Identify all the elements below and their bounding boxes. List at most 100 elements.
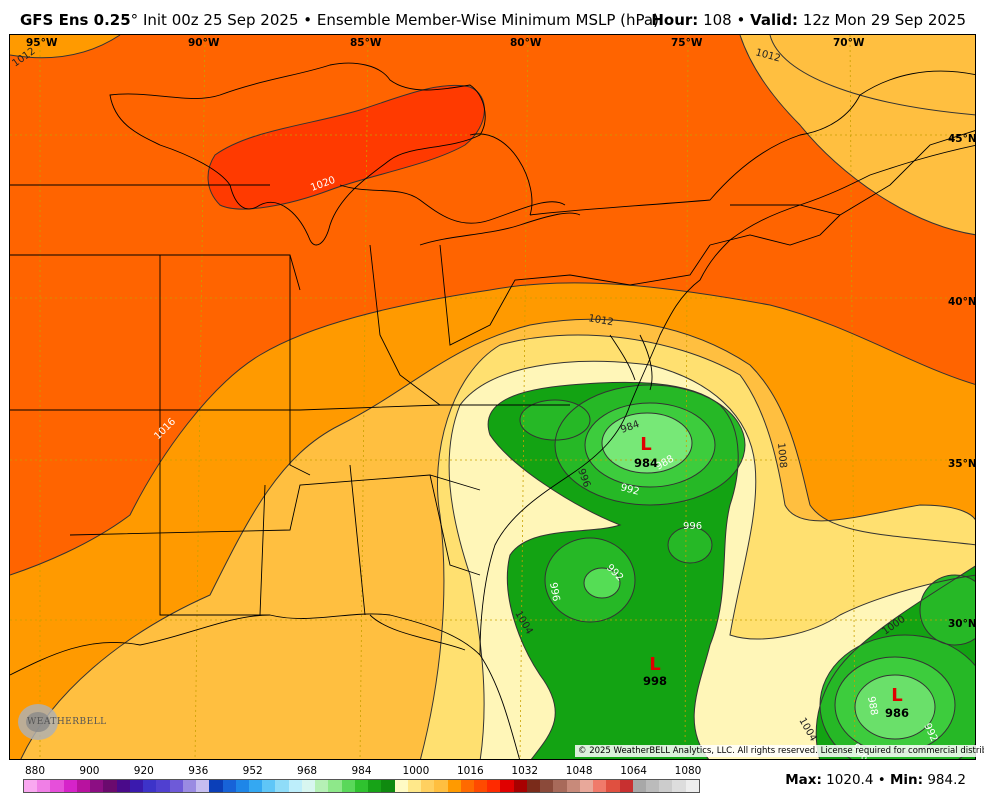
colorbar-swatch [619,780,633,792]
colorbar-swatch [328,780,342,792]
low-value: 998 [643,674,667,688]
shade-1008-ne [740,35,975,235]
colorbar-tick-label: 880 [24,765,46,777]
colorbar-swatch [76,780,91,792]
colorbar-swatch [235,780,249,792]
colorbar-swatch [156,780,170,792]
colorbar-swatch [659,780,673,792]
colorbar-tick-label: 1080 [674,765,702,777]
init-time: Init 00z 25 Sep 2025 [138,11,299,29]
hour-value: 108 [698,11,732,29]
max-value: 1020.4 [821,772,874,788]
lon-label-95: 95°W [26,37,58,49]
lat-label-40: 40°N [948,296,976,308]
low-value: 984 [634,456,658,470]
colorbar-swatch [407,780,422,792]
low-symbol: L [649,654,660,675]
header: GFS Ens 0.25° Init 00z 25 Sep 2025 • Ens… [0,0,984,34]
colorbar-swatch [672,780,686,792]
colorbar-swatch [90,780,104,792]
lon-label-75: 75°W [671,37,703,49]
separator: • [731,11,751,29]
colorbar-swatch [421,780,435,792]
colorbar-swatch [341,780,355,792]
colorbar-swatch [129,780,144,792]
max-label: Max: [785,772,822,788]
model-name: GFS Ens 0.25 [20,11,131,29]
colorbar-swatch [434,780,448,792]
contour-label: 996 [683,521,702,532]
colorbar-swatch [394,780,408,792]
lon-label-80: 80°W [510,37,542,49]
political-boundaries [10,62,975,759]
colorbar-swatch [248,780,263,792]
colorbar-swatch [368,780,382,792]
lon-label-85: 85°W [350,37,382,49]
separator: • [873,772,890,788]
logo-text: WEATHERBELL [27,717,107,727]
colorbar-swatch [646,780,660,792]
shade-984 [602,413,692,473]
contour-label: 1008 [775,442,788,468]
isobars [10,35,975,759]
shade-984-se [855,675,935,739]
colorbar-tick-label: 1064 [620,765,647,777]
valid-time: Hour: 108 • Valid: 12z Mon 29 Sep 2025 [651,11,966,29]
lon-label-90: 90°W [188,37,220,49]
valid-value: 12z Mon 29 Sep 2025 [798,11,966,29]
colorbar-swatch [632,780,647,792]
colorbar-tick-label: 1032 [511,765,539,777]
colorbar-swatch [103,780,117,792]
contour-label: 988 [865,696,879,717]
colorbar-swatch [579,780,594,792]
colorbar-swatch [24,780,38,792]
lat-label-30: 30°N [948,618,976,630]
colorbar-swatch [37,780,51,792]
shade-1020 [208,85,485,210]
chart-title: GFS Ens 0.25° Init 00z 25 Sep 2025 • Ens… [20,11,659,29]
colorbar-tick-label: 984 [351,765,372,777]
product-name: Ensemble Member-Wise Minimum MSLP (hPa) [316,11,659,29]
colorbar-swatch [526,780,541,792]
lon-label-70: 70°W [833,37,865,49]
colorbar-swatch [209,780,223,792]
low-value: 986 [885,706,909,720]
colorbar-swatch [460,780,474,792]
colorbar-swatch [169,780,183,792]
pressure-map: 95°W 90°W 85°W 80°W 75°W 70°W 45°N 40°N … [10,35,976,759]
min-value: 984.2 [923,772,966,788]
valid-label: Valid: [750,11,799,29]
colorbar-swatch [50,780,64,792]
colorbar-swatch [593,780,607,792]
colorbar-swatch [500,780,514,792]
colorbar-tick-label: 952 [242,765,263,777]
colorbar-swatch [685,780,699,792]
colorbar-tick-label: 968 [297,765,318,777]
colorbar-tick-label: 1016 [456,765,484,777]
colorbar-swatch [447,780,461,792]
colorbar-swatch [540,780,554,792]
colorbar-swatch [222,780,236,792]
colorbar-swatch [301,780,316,792]
degree-sign: ° [130,11,139,29]
graticule [10,35,975,759]
weatherbell-logo-icon [18,704,58,740]
colorbar-swatch [487,780,501,792]
colorbar-swatch [381,780,395,792]
separator: • [298,11,317,29]
contour-label: 1012 [587,313,614,328]
colorbar-swatch [288,780,302,792]
colorbar-swatch [566,780,580,792]
colorbar-swatch [354,780,369,792]
colorbar-swatch [262,780,276,792]
copyright-notice: © 2025 WeatherBELL Analytics, LLC. All r… [575,745,984,757]
colorbar-swatch [606,780,620,792]
colorbar-tick-label: 900 [79,765,100,777]
colorbar-swatch [182,780,197,792]
colorbar-swatch [275,780,289,792]
colorbar [23,779,700,793]
colorbar-swatch [196,780,210,792]
colorbar-swatch [513,780,527,792]
colorbar-swatch [143,780,157,792]
colorbar-tick-label: 1000 [402,765,430,777]
